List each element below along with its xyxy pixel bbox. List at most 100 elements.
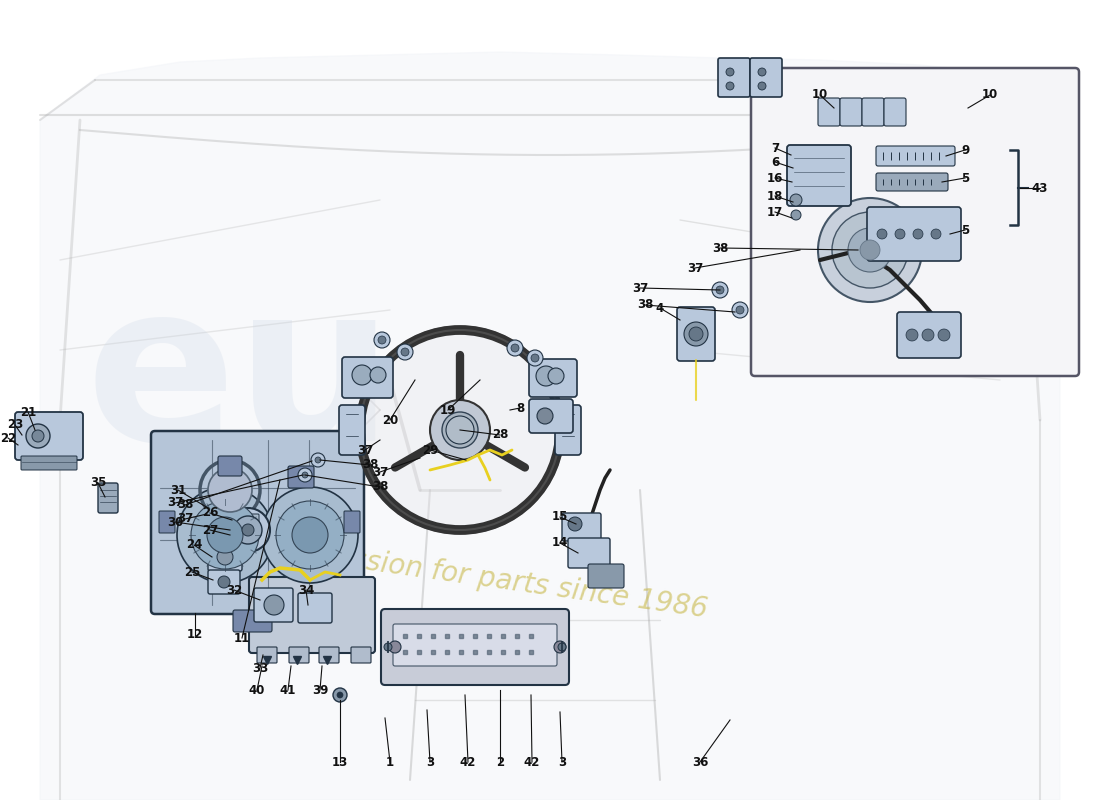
Circle shape — [191, 501, 258, 569]
FancyBboxPatch shape — [344, 511, 360, 533]
FancyBboxPatch shape — [254, 588, 293, 622]
Circle shape — [218, 576, 230, 588]
FancyBboxPatch shape — [219, 514, 258, 528]
Text: 6: 6 — [771, 155, 779, 169]
Circle shape — [207, 517, 243, 553]
Circle shape — [716, 286, 724, 294]
Text: 29: 29 — [421, 443, 438, 457]
Text: 17: 17 — [767, 206, 783, 218]
FancyBboxPatch shape — [568, 538, 611, 568]
FancyBboxPatch shape — [862, 98, 884, 126]
Circle shape — [389, 641, 402, 653]
Text: 16: 16 — [767, 171, 783, 185]
Circle shape — [684, 322, 708, 346]
Text: a passion for parts since 1986: a passion for parts since 1986 — [290, 537, 710, 623]
Circle shape — [356, 326, 564, 534]
Circle shape — [226, 508, 270, 552]
Circle shape — [848, 228, 892, 272]
Text: 7: 7 — [771, 142, 779, 154]
Text: 8: 8 — [516, 402, 524, 414]
Text: 40: 40 — [249, 683, 265, 697]
Circle shape — [337, 692, 343, 698]
Text: 31: 31 — [169, 483, 186, 497]
FancyBboxPatch shape — [876, 173, 948, 191]
Circle shape — [531, 354, 539, 362]
Circle shape — [906, 329, 918, 341]
Circle shape — [554, 641, 566, 653]
Circle shape — [536, 366, 556, 386]
Text: 12: 12 — [187, 629, 204, 642]
Text: 22: 22 — [0, 431, 16, 445]
Text: 35: 35 — [90, 477, 107, 490]
Circle shape — [860, 240, 880, 260]
Text: 10: 10 — [812, 89, 828, 102]
Text: 37: 37 — [167, 497, 183, 510]
Circle shape — [234, 516, 262, 544]
Text: 37: 37 — [356, 443, 373, 457]
Text: 23: 23 — [7, 418, 23, 431]
Circle shape — [790, 194, 802, 206]
Text: 9: 9 — [961, 143, 969, 157]
Circle shape — [938, 329, 950, 341]
Circle shape — [378, 336, 386, 344]
Text: 5: 5 — [961, 223, 969, 237]
Circle shape — [726, 82, 734, 90]
FancyBboxPatch shape — [298, 593, 332, 623]
Text: 42: 42 — [524, 755, 540, 769]
Text: 37: 37 — [631, 282, 648, 294]
Text: 34: 34 — [298, 583, 315, 597]
Circle shape — [32, 430, 44, 442]
FancyBboxPatch shape — [351, 647, 371, 663]
Text: 20: 20 — [382, 414, 398, 426]
Text: 25: 25 — [184, 566, 200, 578]
FancyBboxPatch shape — [221, 529, 255, 541]
Text: 38: 38 — [362, 458, 378, 471]
Text: 3: 3 — [558, 755, 566, 769]
Circle shape — [208, 468, 252, 512]
Text: 2: 2 — [496, 755, 504, 769]
Circle shape — [442, 412, 478, 448]
Circle shape — [558, 643, 566, 651]
FancyBboxPatch shape — [218, 456, 242, 476]
FancyBboxPatch shape — [393, 624, 557, 666]
Text: 14: 14 — [552, 537, 569, 550]
FancyBboxPatch shape — [676, 307, 715, 361]
Text: 43: 43 — [1032, 182, 1048, 194]
Circle shape — [689, 327, 703, 341]
Text: 41: 41 — [279, 683, 296, 697]
FancyBboxPatch shape — [818, 98, 840, 126]
FancyBboxPatch shape — [319, 647, 339, 663]
Circle shape — [311, 453, 324, 467]
Text: 3: 3 — [426, 755, 434, 769]
Circle shape — [507, 340, 522, 356]
Circle shape — [430, 400, 490, 460]
FancyBboxPatch shape — [289, 647, 309, 663]
Circle shape — [568, 517, 582, 531]
Circle shape — [931, 229, 940, 239]
Text: 33: 33 — [252, 662, 268, 674]
Text: 11: 11 — [234, 631, 250, 645]
Circle shape — [402, 348, 409, 356]
Circle shape — [302, 472, 308, 478]
FancyBboxPatch shape — [750, 58, 782, 97]
Circle shape — [446, 416, 474, 444]
Text: 28: 28 — [492, 429, 508, 442]
Circle shape — [832, 212, 908, 288]
FancyBboxPatch shape — [896, 312, 961, 358]
Text: 5: 5 — [961, 171, 969, 185]
Circle shape — [26, 424, 50, 448]
Text: 38: 38 — [177, 498, 194, 511]
FancyBboxPatch shape — [876, 146, 955, 166]
FancyBboxPatch shape — [342, 357, 393, 398]
Circle shape — [791, 210, 801, 220]
Circle shape — [913, 229, 923, 239]
FancyBboxPatch shape — [381, 609, 569, 685]
Text: 38: 38 — [712, 242, 728, 254]
Circle shape — [895, 229, 905, 239]
Text: 27: 27 — [202, 523, 218, 537]
Circle shape — [315, 457, 321, 463]
FancyBboxPatch shape — [786, 145, 851, 206]
Circle shape — [537, 408, 553, 424]
FancyBboxPatch shape — [751, 68, 1079, 376]
FancyBboxPatch shape — [160, 511, 175, 533]
